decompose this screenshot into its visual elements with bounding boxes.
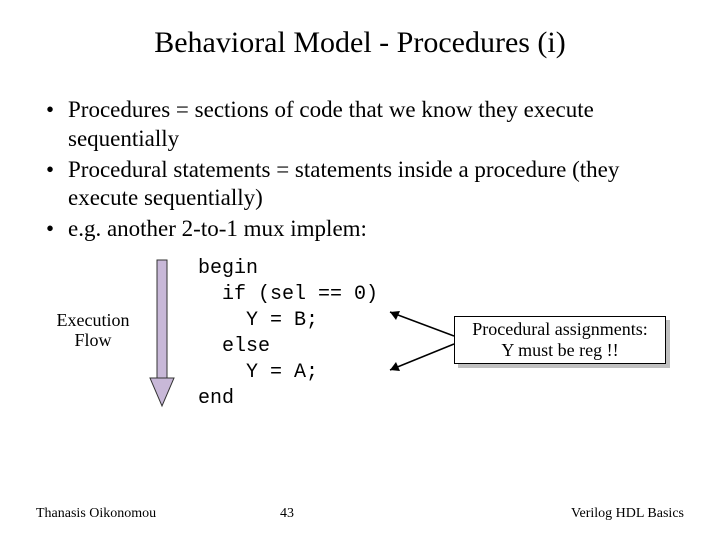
bullet-item: • Procedural statements = statements ins…: [40, 156, 680, 214]
footer-author: Thanasis Oikonomou: [36, 506, 360, 522]
footer-page-number: 43: [280, 506, 294, 522]
bullet-text: Procedures = sections of code that we kn…: [68, 96, 680, 154]
callout-content: Procedural assignments: Y must be reg !!: [454, 316, 666, 364]
callout-line2: Y must be reg !!: [455, 340, 665, 361]
exec-label-line1: Execution: [57, 310, 130, 330]
bullet-list: • Procedures = sections of code that we …: [0, 60, 720, 244]
arrow-down-icon: [148, 258, 176, 408]
exec-label-line2: Flow: [74, 330, 111, 350]
slide-title: Behavioral Model - Procedures (i): [0, 0, 720, 60]
callout-line1: Procedural assignments:: [455, 319, 665, 340]
callout-arrows-icon: [382, 302, 462, 382]
bullet-marker: •: [40, 156, 68, 214]
diagram-area: Execution Flow begin if (sel == 0) Y = B…: [0, 252, 720, 442]
bullet-marker: •: [40, 215, 68, 244]
code-block: begin if (sel == 0) Y = B; else Y = A; e…: [198, 256, 378, 412]
bullet-item: • e.g. another 2-to-1 mux implem:: [40, 215, 680, 244]
bullet-text: e.g. another 2-to-1 mux implem:: [68, 215, 680, 244]
bullet-marker: •: [40, 96, 68, 154]
slide-footer: Thanasis Oikonomou 43 Verilog HDL Basics: [0, 506, 720, 522]
footer-topic: Verilog HDL Basics: [360, 506, 684, 522]
execution-flow-label: Execution Flow: [48, 310, 138, 351]
bullet-text: Procedural statements = statements insid…: [68, 156, 680, 214]
bullet-item: • Procedures = sections of code that we …: [40, 96, 680, 154]
